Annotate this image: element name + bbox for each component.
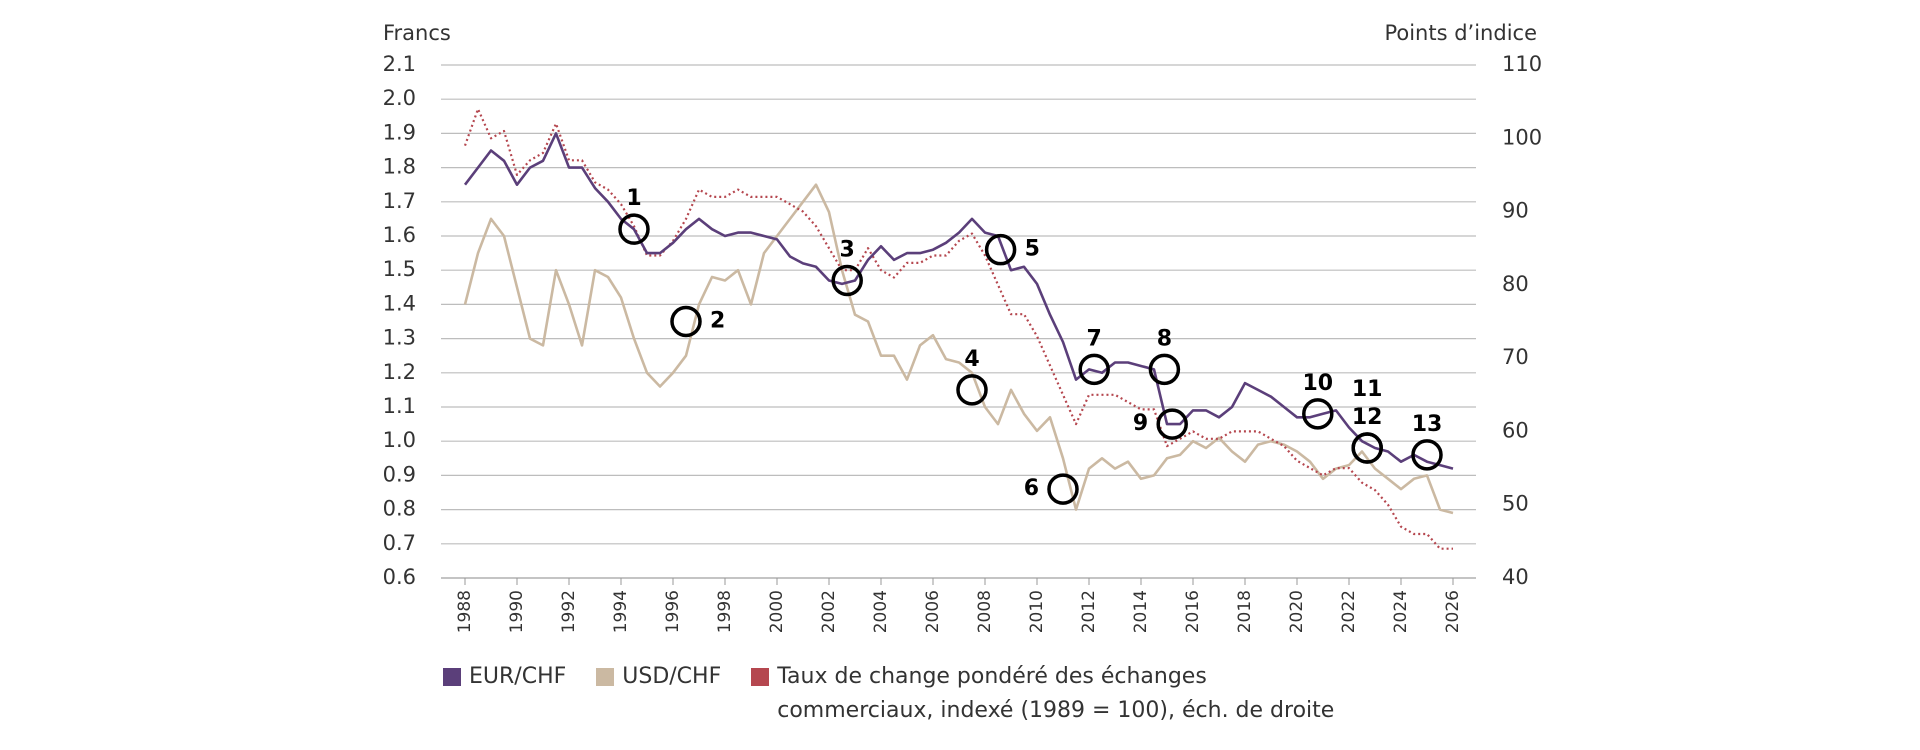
- annotation-marker: [1148, 353, 1181, 386]
- y2-tick-label: 70: [1502, 345, 1529, 369]
- x-tick-label: 2020: [1287, 590, 1307, 633]
- legend-label: Taux de change pondéré des échanges comm…: [777, 664, 1335, 723]
- y-tick-label: 0.7: [383, 531, 416, 555]
- legend-label: EUR/CHF: [469, 664, 567, 689]
- series-line: [463, 132, 1454, 470]
- annotation-label: 11: [1352, 377, 1383, 402]
- legend-item: USD/CHF: [596, 660, 721, 728]
- legend-swatch: [751, 668, 770, 686]
- x-tick-label: 1998: [715, 590, 735, 633]
- x-tick-label: 2022: [1339, 590, 1359, 633]
- y-tick-label: 1.1: [383, 394, 416, 418]
- annotation-marker: [956, 374, 988, 406]
- y-tick-label: 0.6: [383, 565, 416, 589]
- annotation-marker: [984, 233, 1017, 266]
- chart: Francs Points d’indice 0.6 0.7 0.8 0.9 1.0 1.…: [383, 21, 1543, 633]
- legend-item: Taux de change pondéré des échanges comm…: [751, 660, 1337, 728]
- annotation-marker: [618, 213, 650, 245]
- y2-tick-label: 110: [1502, 52, 1542, 76]
- x-tick-label: 2008: [975, 590, 995, 633]
- x-tick-label: 2004: [871, 590, 891, 633]
- annotation-marker: [1302, 398, 1334, 430]
- x-tick-label: 2006: [923, 590, 943, 633]
- annotation-marker: [1351, 432, 1383, 464]
- legend: EUR/CHF USD/CHF Taux de change pondéré des…: [443, 660, 1337, 728]
- y-tick-label: 0.8: [383, 497, 416, 521]
- annotation-label: 2: [710, 309, 725, 334]
- legend-swatch: [596, 668, 615, 686]
- annotation-marker: [831, 264, 863, 297]
- y-tick-label: 1.7: [383, 189, 416, 213]
- y-tick-label: 1.3: [383, 326, 416, 350]
- annotation-label: 9: [1133, 411, 1148, 436]
- series-line: [463, 107, 1453, 550]
- y-tick-label: 1.5: [383, 257, 416, 281]
- legend-item: EUR/CHF: [443, 660, 566, 728]
- y-axis-label: Francs: [383, 21, 451, 45]
- annotation-label: 3: [840, 237, 855, 262]
- x-tick-label: 2026: [1443, 590, 1463, 633]
- legend-label: USD/CHF: [622, 664, 722, 689]
- x-tick-label: 1996: [663, 590, 683, 633]
- annotation-label: 6: [1024, 476, 1039, 501]
- y-tick-label: 1.4: [383, 291, 416, 315]
- y-tick-label: 1.2: [383, 360, 416, 384]
- y2-axis-label: Points d’indice: [1384, 21, 1537, 45]
- annotation-marker: [670, 305, 702, 338]
- annotation-label: 1: [626, 186, 641, 211]
- y-tick-label: 0.9: [383, 462, 416, 486]
- y-tick-label: 2.0: [383, 86, 416, 110]
- x-tick-label: 1990: [507, 590, 527, 633]
- y2-tick-label: 80: [1502, 272, 1529, 296]
- annotation-label: 7: [1087, 326, 1102, 351]
- x-tick-label: 1992: [559, 590, 579, 633]
- x-tick-label: 1988: [455, 590, 475, 633]
- y-tick-label: 1.8: [383, 155, 416, 179]
- x-tick-label: 2012: [1079, 590, 1099, 633]
- x-tick-label: 2000: [767, 590, 787, 633]
- x-tick-label: 2014: [1131, 590, 1151, 633]
- series-line: [463, 183, 1454, 515]
- y-tick-label: 2.1: [383, 52, 416, 76]
- x-tick-label: 2002: [819, 590, 839, 633]
- y2-tick-label: 40: [1502, 565, 1529, 589]
- y2-tick-label: 100: [1502, 125, 1542, 149]
- annotation-label: 8: [1157, 326, 1172, 351]
- x-tick-label: 1994: [611, 590, 631, 633]
- legend-swatch: [443, 668, 461, 686]
- annotation-marker: [1078, 353, 1110, 386]
- annotation-label: 13: [1412, 412, 1443, 437]
- x-tick-label: 2010: [1027, 590, 1047, 633]
- x-tick-label: 2018: [1235, 590, 1255, 633]
- y-tick-label: 1.0: [383, 428, 416, 452]
- y2-tick-label: 60: [1502, 418, 1529, 442]
- annotation-label: 4: [964, 347, 979, 372]
- annotation-marker: [1047, 473, 1079, 505]
- annotation-label: 5: [1025, 237, 1040, 262]
- y2-tick-label: 50: [1502, 492, 1529, 516]
- annotation-marker: [1156, 408, 1188, 440]
- annotation-marker: [1411, 439, 1443, 471]
- x-tick-label: 2016: [1183, 590, 1203, 633]
- y-tick-label: 1.9: [383, 120, 416, 144]
- y-tick-label: 1.6: [383, 223, 416, 247]
- x-tick-label: 2024: [1391, 590, 1411, 633]
- y2-tick-label: 90: [1502, 199, 1529, 223]
- annotation-label: 12: [1352, 405, 1383, 430]
- annotation-label: 10: [1302, 371, 1333, 396]
